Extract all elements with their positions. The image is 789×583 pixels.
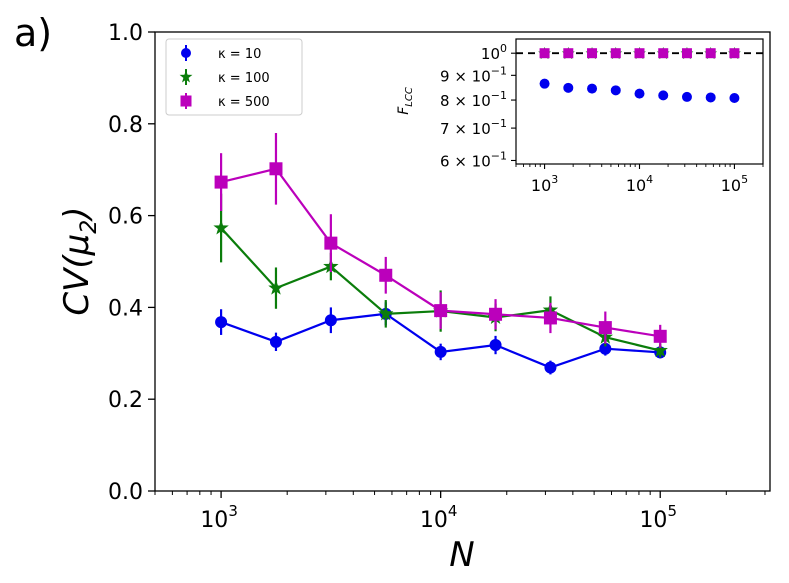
inset-y-tick-label: 8 × 10−1: [440, 89, 507, 110]
series-2-point: [598, 321, 612, 335]
main-series-layer: [213, 132, 668, 375]
y-tick-label: 0.2: [108, 388, 143, 413]
series-0-point: [434, 345, 447, 358]
inset-series-2-point: [729, 48, 740, 59]
inset-series-0-point: [587, 83, 598, 94]
series-2-point: [269, 162, 283, 176]
inset-series-2-point: [563, 48, 574, 59]
inset-series-0-point: [681, 91, 692, 102]
legend-item-0: κ = 10: [181, 45, 261, 62]
series-0-point: [215, 316, 228, 329]
y-tick-label: 0.6: [108, 205, 143, 230]
legend-marker: [179, 70, 193, 83]
y-tick-label: 0.4: [108, 296, 143, 321]
inset-series-2-point: [610, 48, 621, 59]
series-2: [214, 132, 667, 348]
inset-series-0-point: [658, 90, 669, 101]
y-tick-label: 0.0: [108, 480, 143, 505]
inset-x-tick-label: 104: [626, 173, 653, 195]
series-2-point: [543, 311, 557, 325]
legend-label: κ = 10: [218, 47, 261, 62]
legend-label: κ = 500: [218, 95, 270, 110]
series-0-point: [544, 361, 557, 374]
main-plot: 0.0 0.2 0.4 0.6 0.8 1.0 103 104 105 N CV(μ2): [57, 21, 771, 575]
inset-y-axis-label-sub: LCC: [404, 87, 415, 107]
inset-series-2: [539, 48, 740, 59]
x-tick-label: 104: [420, 502, 458, 533]
inset-series-2-point: [681, 48, 692, 59]
x-tick-label: 105: [639, 502, 677, 533]
inset-x-tick-label: 105: [721, 173, 748, 195]
series-2-point: [214, 175, 228, 189]
main-y-axis-label: CV(μ2): [57, 206, 102, 315]
main-x-axis-label: N: [449, 535, 474, 575]
inset-series-0-point: [729, 92, 740, 103]
series-1-point: [268, 280, 284, 295]
inset-series-2-point: [587, 48, 598, 59]
main-y-axis-label-close: ): [57, 206, 97, 222]
series-2-point: [379, 268, 393, 282]
series-2-point: [434, 304, 448, 318]
inset-y-tick-label: 9 × 10−1: [440, 64, 507, 85]
legend-marker: [180, 95, 192, 107]
series-1-point: [652, 342, 668, 358]
series-2-point: [653, 329, 667, 343]
legend-label: κ = 100: [218, 71, 270, 86]
inset-series-2-point: [705, 48, 716, 59]
inset-series-layer: [516, 46, 763, 103]
series-0-point: [269, 335, 282, 348]
main-axes-frame: [154, 31, 771, 492]
inset-y-tick-label: 6 × 10−1: [440, 149, 507, 170]
y-tick-label: 1.0: [108, 21, 143, 46]
legend: κ = 10 κ = 100 κ = 500: [165, 38, 303, 116]
legend-box: [165, 38, 303, 116]
inset-series-2-point: [634, 48, 645, 59]
inset-background: [516, 39, 763, 164]
series-1-line: [220, 227, 661, 352]
series-0-point: [599, 342, 612, 355]
main-y-axis-label-main: CV(: [57, 254, 97, 316]
main-y-axis-label-sub: 2: [77, 220, 102, 234]
series-2-point: [324, 236, 338, 250]
inset-series-0-point: [705, 92, 716, 103]
inset-series-2-point: [658, 48, 669, 59]
series-0-point: [489, 339, 502, 352]
inset-series-0-point: [610, 85, 621, 96]
inset-series-0: [539, 78, 740, 103]
main-ticks-layer: 0.0 0.2 0.4 0.6 0.8 1.0 103 104 105: [108, 21, 766, 533]
inset-y-axis-label-main: F: [396, 106, 412, 115]
legend-item-1: κ = 100: [179, 69, 270, 86]
legend-item-2: κ = 500: [180, 93, 270, 110]
inset-y-tick-label: 100: [481, 42, 507, 63]
series-2-point: [489, 307, 503, 321]
x-tick-label: 103: [200, 502, 238, 533]
series-0-point: [324, 314, 337, 327]
panel-label: a): [14, 11, 52, 55]
inset-y-axis-label: FLCC: [396, 87, 415, 115]
inset-series-2-point: [539, 48, 550, 59]
inset-series-0-point: [563, 82, 574, 93]
inset-y-tick-label: 7 × 10−1: [440, 117, 507, 138]
series-1-point: [213, 219, 229, 235]
inset-series-0-point: [634, 88, 645, 99]
inset-series-0-point: [539, 78, 550, 89]
legend-marker: [181, 48, 191, 58]
y-tick-label: 0.8: [108, 113, 143, 138]
series-1-point: [378, 305, 394, 321]
inset-x-tick-label: 103: [531, 173, 558, 195]
main-y-axis-label-mu: μ: [57, 234, 97, 257]
